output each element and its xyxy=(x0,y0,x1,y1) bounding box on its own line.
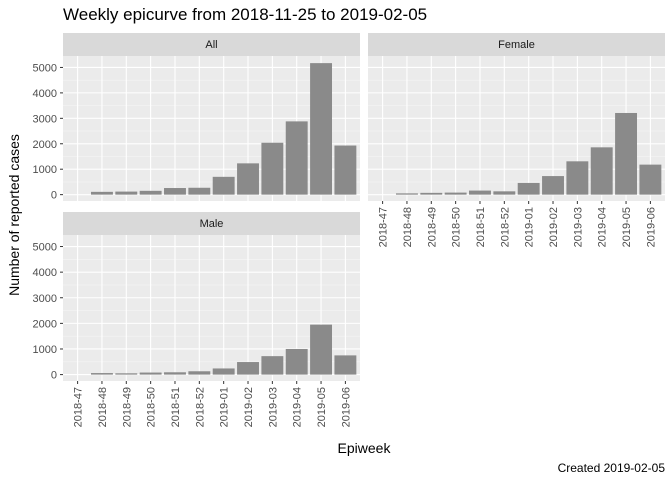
bar-male-2019-03 xyxy=(261,356,284,375)
chart-caption: Created 2019-02-05 xyxy=(558,461,666,475)
x-tick-label: 2018-52 xyxy=(499,207,511,247)
facet-panels: All 0 1000 2000 3000 4000 5000 Female 2018-47 201… xyxy=(33,33,665,427)
bar-male-2018-49 xyxy=(115,373,138,375)
bar-female-2018-52 xyxy=(493,191,516,195)
bar-female-2019-03 xyxy=(566,161,589,195)
bar-male-2019-06 xyxy=(334,355,357,375)
facet-strip xyxy=(368,33,665,56)
bar-male-2018-50 xyxy=(139,372,162,375)
x-tick-label: 2019-01 xyxy=(524,207,536,247)
y-tick-label: 0 xyxy=(51,190,57,202)
x-tick-label: 2019-01 xyxy=(219,387,231,427)
x-tick-label: 2018-47 xyxy=(378,207,390,247)
x-tick-label: 2019-02 xyxy=(548,207,560,247)
bar-all-2018-50 xyxy=(139,190,162,195)
bar-male-2019-04 xyxy=(285,348,308,375)
x-tick-label: 2018-48 xyxy=(402,207,414,247)
bar-all-2019-02 xyxy=(237,163,259,195)
x-tick-label: 2018-52 xyxy=(194,387,206,427)
facet-strip-label: Female xyxy=(498,39,535,51)
chart-title: Weekly epicurve from 2018-11-25 to 2019-… xyxy=(63,5,427,24)
bar-female-2018-51 xyxy=(469,190,491,195)
bar-all-2018-49 xyxy=(115,191,138,195)
x-tick-label: 2019-02 xyxy=(243,387,255,427)
y-tick-label: 0 xyxy=(51,370,57,382)
x-tick-label: 2018-51 xyxy=(170,387,182,427)
x-tick-label: 2019-04 xyxy=(597,207,609,247)
y-tick-label: 4000 xyxy=(33,88,57,100)
bar-all-2019-05 xyxy=(310,63,333,195)
x-tick-label: 2019-04 xyxy=(292,387,304,427)
bar-all-2018-51 xyxy=(164,188,186,195)
facet-panel-all: All 0 1000 2000 3000 4000 5000 xyxy=(33,33,360,202)
x-axis-title: Epiweek xyxy=(338,440,392,456)
bar-all-2019-03 xyxy=(261,142,284,195)
bar-female-2019-05 xyxy=(615,112,638,195)
x-tick-label: 2018-50 xyxy=(146,387,158,427)
facet-panel-female: Female 2018-47 2018-48 2018-49 2018-50 2018-5… xyxy=(368,33,665,247)
bar-male-2018-51 xyxy=(164,372,186,375)
bar-female-2019-01 xyxy=(517,182,540,195)
bar-all-2019-06 xyxy=(334,145,357,195)
bar-female-2019-02 xyxy=(542,176,564,195)
bar-female-2018-48 xyxy=(395,193,418,195)
x-tick-label: 2018-51 xyxy=(475,207,487,247)
bar-male-2019-01 xyxy=(212,368,235,375)
bar-all-2018-48 xyxy=(90,191,113,195)
bar-male-2018-48 xyxy=(90,373,113,375)
y-tick-label: 5000 xyxy=(33,242,57,254)
x-tick-label: 2019-06 xyxy=(645,207,657,247)
x-tick-label: 2019-06 xyxy=(340,387,352,427)
y-tick-label: 3000 xyxy=(33,293,57,305)
x-tick-label: 2018-49 xyxy=(426,207,438,247)
facet-strip-label: Male xyxy=(200,218,224,230)
bar-all-2019-04 xyxy=(285,121,308,195)
x-tick-label: 2018-49 xyxy=(121,387,133,427)
y-tick-label: 2000 xyxy=(33,139,57,151)
x-tick-label: 2018-50 xyxy=(451,207,463,247)
x-tick-label: 2018-48 xyxy=(97,387,109,427)
bar-female-2019-04 xyxy=(590,147,613,195)
bar-all-2019-01 xyxy=(212,176,235,195)
x-tick-label: 2019-03 xyxy=(572,207,584,247)
y-tick-label: 4000 xyxy=(33,267,57,279)
bar-male-2018-52 xyxy=(188,371,211,375)
y-tick-label: 3000 xyxy=(33,113,57,125)
bar-male-2019-05 xyxy=(310,324,333,375)
facet-strip xyxy=(63,212,360,235)
bar-female-2018-49 xyxy=(420,192,443,195)
y-tick-label: 1000 xyxy=(33,344,57,356)
x-tick-label: 2018-47 xyxy=(73,387,85,427)
y-tick-label: 5000 xyxy=(33,62,57,74)
y-tick-label: 2000 xyxy=(33,318,57,330)
facet-strip xyxy=(63,33,360,56)
y-tick-label: 1000 xyxy=(33,164,57,176)
bar-female-2019-06 xyxy=(639,164,662,195)
y-axis-title: Number of reported cases xyxy=(6,134,22,296)
bar-female-2018-50 xyxy=(444,192,467,195)
facet-panel-male: Male 0 1000 2000 3000 4000 5000 2018-47 2018-48 2… xyxy=(33,212,360,427)
facet-strip-label: All xyxy=(205,39,217,51)
x-tick-label: 2019-05 xyxy=(621,207,633,247)
x-tick-label: 2019-05 xyxy=(316,387,328,427)
x-tick-label: 2019-03 xyxy=(267,387,279,427)
bar-all-2018-52 xyxy=(188,187,211,195)
bar-male-2019-02 xyxy=(237,362,259,375)
